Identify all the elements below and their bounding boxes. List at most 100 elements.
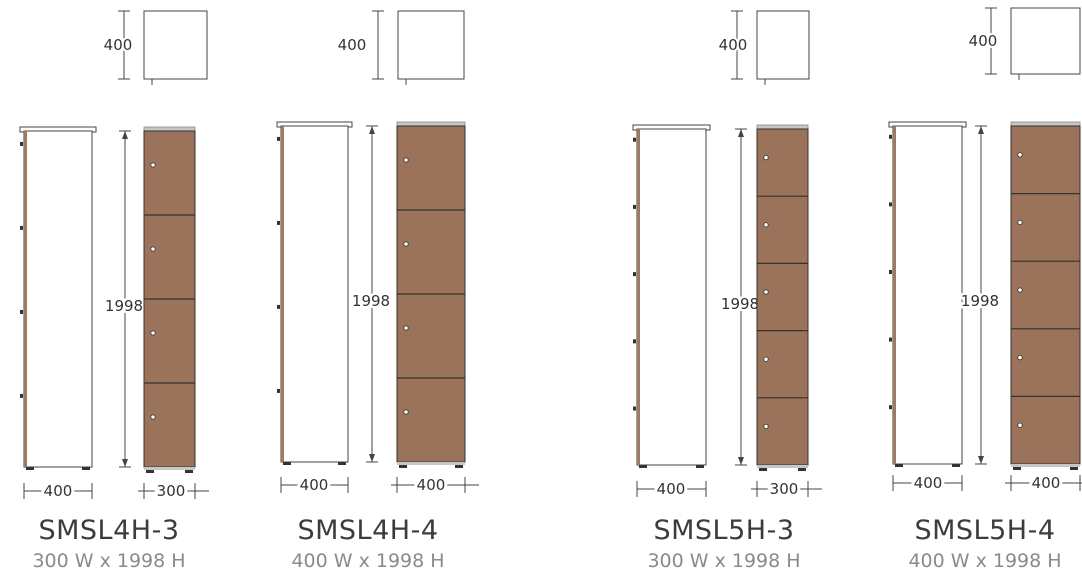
lock-icon [1017, 287, 1023, 293]
height-dim-arrow [369, 454, 375, 462]
hinge-icon [889, 405, 892, 410]
lock-icon [1017, 152, 1023, 158]
leveling-foot [185, 470, 193, 473]
leveling-foot [952, 464, 960, 467]
leveling-foot [1070, 467, 1078, 470]
lock-icon [763, 155, 769, 161]
leveling-foot [639, 465, 647, 468]
hinge-icon [633, 272, 636, 277]
hinge-icon [889, 202, 892, 207]
door-edge-strip [637, 129, 640, 465]
lock-icon [1017, 422, 1023, 428]
lock-icon [150, 162, 156, 168]
hinge-icon [20, 141, 23, 146]
locker-drawing-4: 400 1998 400 400 [888, 7, 1082, 495]
height-dim-arrow [978, 126, 984, 134]
height-label: 1998 [961, 292, 999, 310]
leveling-foot [759, 468, 767, 471]
side-width-label: 400 [657, 480, 686, 498]
lock-icon [1017, 219, 1023, 225]
locker-label-sml5h4: SMSL5H-4 400 W x 1998 H [875, 515, 1082, 573]
door-edge-strip [281, 126, 284, 462]
locker-drawing-1: 400 1998 400 300 [19, 10, 209, 503]
hinge-icon [889, 269, 892, 274]
front-plinth [144, 467, 195, 470]
front-plinth [1011, 464, 1080, 467]
leveling-foot [26, 467, 34, 470]
front-elevation [756, 128, 809, 466]
locker-drawing-3: 400 1998 400 300 [632, 10, 822, 501]
leveling-foot [338, 462, 346, 465]
front-width-label: 300 [770, 480, 799, 498]
leveling-foot [696, 465, 704, 468]
hinge-icon [20, 309, 23, 314]
product-code: SMSL4H-4 [297, 515, 439, 546]
lock-icon [403, 325, 409, 331]
front-plinth [397, 462, 465, 465]
lock-icon [763, 222, 769, 228]
lock-icon [403, 409, 409, 415]
door-edge-strip [893, 126, 896, 464]
depth-label: 400 [338, 36, 367, 54]
hinge-icon [277, 304, 280, 309]
locker-label-sml4h4: SMSL4H-4 400 W x 1998 H [258, 515, 478, 573]
lock-icon [763, 289, 769, 295]
plan-view-outline [143, 10, 208, 80]
front-width-label: 400 [1032, 474, 1061, 492]
front-elevation [1010, 125, 1081, 465]
hinge-icon [277, 220, 280, 225]
depth-label: 400 [719, 36, 748, 54]
hinge-icon [20, 393, 23, 398]
height-dim-arrow [369, 126, 375, 134]
leveling-foot [82, 467, 90, 470]
lock-icon [403, 157, 409, 163]
leveling-foot [146, 470, 154, 473]
lock-icon [150, 414, 156, 420]
leveling-foot [798, 468, 806, 471]
height-dim-arrow [978, 456, 984, 464]
lock-icon [403, 241, 409, 247]
product-size: 300 W x 1998 H [32, 550, 186, 572]
product-code: SMSL4H-3 [38, 515, 180, 546]
height-dim-arrow [738, 457, 744, 465]
product-size: 300 W x 1998 H [647, 550, 801, 572]
hinge-icon [20, 225, 23, 230]
leveling-foot [895, 464, 903, 467]
side-elevation [892, 125, 963, 465]
height-label: 1998 [721, 295, 759, 313]
side-width-label: 400 [914, 474, 943, 492]
hinge-icon [277, 388, 280, 393]
locker-label-sml5h3: SMSL5H-3 300 W x 1998 H [614, 515, 834, 573]
depth-label: 400 [969, 32, 998, 50]
hinge-icon [277, 136, 280, 141]
height-dim-arrow [738, 129, 744, 137]
plan-view-outline [1010, 7, 1081, 75]
lock-icon [763, 356, 769, 362]
depth-label: 400 [104, 36, 133, 54]
product-code: SMSL5H-3 [653, 515, 795, 546]
front-plinth [757, 465, 808, 468]
height-dim-arrow [122, 459, 128, 467]
locker-drawing-2: 400 1998 400 400 [276, 10, 479, 497]
leveling-foot [283, 462, 291, 465]
height-dim-arrow [122, 131, 128, 139]
plan-view-outline [397, 10, 465, 80]
product-size: 400 W x 1998 H [908, 550, 1062, 572]
lock-icon [763, 423, 769, 429]
leveling-foot [399, 465, 407, 468]
product-size: 400 W x 1998 H [291, 550, 445, 572]
lock-icon [150, 330, 156, 336]
plan-view-outline [756, 10, 810, 80]
front-width-label: 300 [157, 482, 186, 500]
hinge-icon [633, 406, 636, 411]
product-code: SMSL5H-4 [914, 515, 1056, 546]
side-elevation [23, 130, 93, 468]
leveling-foot [455, 465, 463, 468]
height-label: 1998 [105, 297, 143, 315]
hinge-icon [633, 137, 636, 142]
side-width-label: 400 [300, 476, 329, 494]
hinge-icon [889, 134, 892, 139]
hinge-icon [633, 339, 636, 344]
